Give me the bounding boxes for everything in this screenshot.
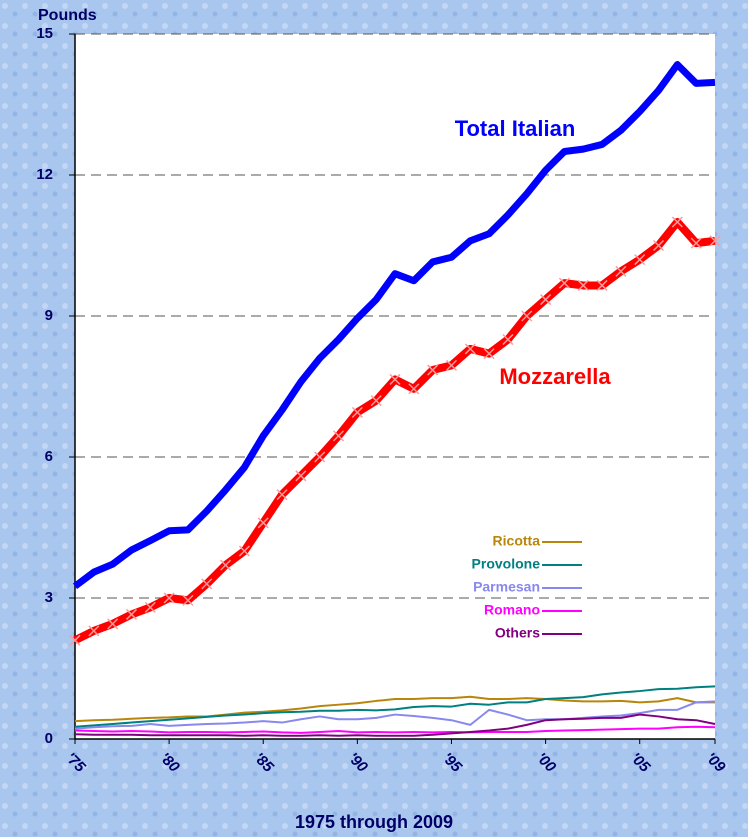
point-marker — [690, 237, 702, 249]
legend-label: Others — [495, 625, 540, 641]
point-marker — [257, 517, 269, 529]
point-marker — [615, 265, 627, 277]
point-marker — [201, 578, 213, 590]
point-marker — [389, 373, 401, 385]
point-marker — [634, 254, 646, 266]
point-marker — [276, 489, 288, 501]
point-marker — [220, 559, 232, 571]
x-axis-label: 1975 through 2009 — [295, 812, 453, 832]
point-marker — [445, 359, 458, 371]
point-marker — [464, 343, 476, 355]
point-marker — [502, 333, 514, 346]
point-marker — [370, 395, 382, 407]
point-marker — [125, 608, 138, 620]
legend-label: Provolone — [472, 556, 541, 572]
point-marker — [408, 383, 420, 395]
point-marker — [88, 625, 100, 637]
point-marker — [332, 430, 345, 442]
point-marker — [351, 406, 363, 418]
point-marker — [596, 279, 608, 291]
y-tick-label: 12 — [36, 166, 53, 183]
point-marker — [182, 594, 194, 606]
point-marker — [577, 279, 589, 291]
point-marker — [427, 364, 439, 376]
y-axis-label: Pounds — [38, 7, 97, 24]
y-tick-label: 9 — [45, 307, 53, 324]
series-line — [72, 61, 716, 590]
point-marker — [163, 592, 175, 604]
y-tick-label: 0 — [45, 730, 53, 747]
series-line — [74, 685, 716, 728]
series-line — [74, 725, 716, 734]
series-line — [74, 713, 716, 737]
point-marker — [521, 310, 533, 322]
point-marker — [671, 216, 683, 228]
series-label: Mozzarella — [499, 364, 611, 389]
point-marker — [558, 277, 570, 289]
y-tick-label: 3 — [45, 589, 53, 606]
legend-label: Romano — [484, 602, 540, 618]
point-marker — [483, 348, 495, 360]
point-marker — [69, 634, 81, 646]
point-marker — [540, 294, 552, 306]
y-tick-label: 15 — [36, 25, 53, 42]
point-marker — [314, 451, 326, 463]
y-tick-label: 6 — [45, 448, 53, 465]
series-label: Total Italian — [455, 116, 576, 141]
point-marker — [144, 601, 156, 613]
series-line — [74, 695, 715, 723]
point-marker — [709, 235, 721, 247]
plot-area — [75, 34, 715, 739]
point-marker — [107, 618, 119, 630]
legend-label: Parmesan — [473, 579, 540, 595]
point-marker — [295, 470, 307, 482]
series-line — [74, 700, 716, 730]
point-marker — [652, 239, 665, 252]
legend-label: Ricotta — [493, 533, 541, 549]
point-marker — [238, 545, 250, 557]
